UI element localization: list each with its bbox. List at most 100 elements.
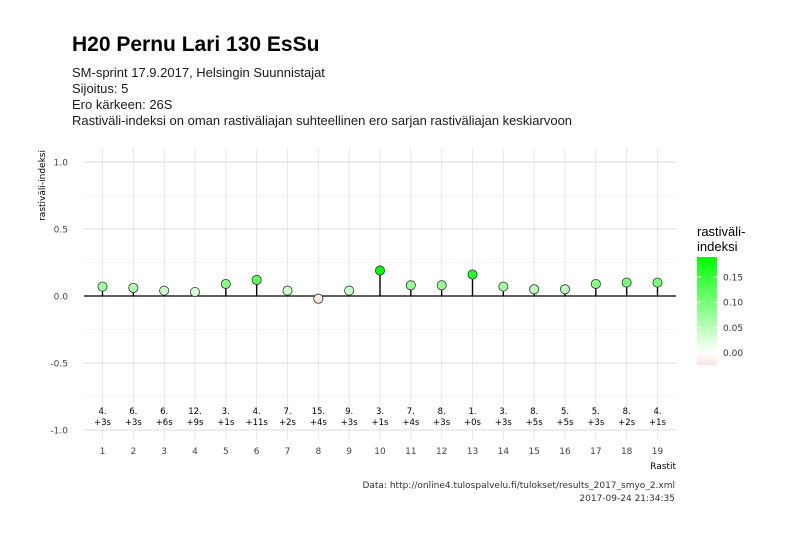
rank-label: 6. xyxy=(129,407,137,417)
x-tick-label: 3 xyxy=(161,447,167,457)
rank-label: 5. xyxy=(592,407,600,417)
x-tick-label: 6 xyxy=(254,447,260,457)
time-diff-label: +1s xyxy=(372,418,390,428)
data-point xyxy=(590,278,601,289)
rank-label: 8. xyxy=(438,407,446,417)
data-point xyxy=(498,281,509,292)
x-tick-label: 7 xyxy=(285,447,291,457)
x-tick-label: 8 xyxy=(315,447,321,457)
data-point xyxy=(344,285,355,296)
x-tick-label: 19 xyxy=(652,447,664,457)
rank-label: 4. xyxy=(253,407,261,417)
chart-title: H20 Pernu Lari 130 EsSu xyxy=(72,33,320,56)
data-point xyxy=(405,280,416,291)
time-diff-label: +3s xyxy=(587,418,605,428)
x-tick-label: 2 xyxy=(130,447,136,457)
rank-label: 12. xyxy=(188,407,202,417)
caption-timestamp: 2017-09-24 21:34:35 xyxy=(579,494,675,504)
rank-label: 3. xyxy=(499,407,507,417)
y-tick-label: -0.5 xyxy=(50,360,68,370)
data-point xyxy=(220,278,231,289)
time-diff-label: +4s xyxy=(402,418,420,428)
time-diff-label: +4s xyxy=(310,418,328,428)
rank-label: 4. xyxy=(653,407,661,417)
rank-label: 9. xyxy=(345,407,353,417)
time-diff-label: +9s xyxy=(187,418,205,428)
data-point xyxy=(282,285,293,296)
time-diff-label: +5s xyxy=(557,418,575,428)
legend-colorbar xyxy=(697,257,717,365)
rank-label: 8. xyxy=(530,407,538,417)
x-tick-label: 17 xyxy=(590,447,601,457)
data-point xyxy=(313,293,324,304)
rank-label: 6. xyxy=(160,407,168,417)
points xyxy=(97,265,663,304)
x-tick-label: 14 xyxy=(498,447,510,457)
x-tick-label: 9 xyxy=(346,447,352,457)
x-tick-label: 15 xyxy=(528,447,539,457)
data-point xyxy=(374,265,385,276)
rank-label: 1. xyxy=(468,407,476,417)
subtitle-line-1: SM-sprint 17.9.2017, Helsingin Suunnista… xyxy=(72,65,325,80)
data-point xyxy=(189,286,200,297)
time-diff-label: +2s xyxy=(279,418,297,428)
legend-tick-label: 0.10 xyxy=(723,299,743,309)
x-tick-label: 18 xyxy=(621,447,633,457)
y-tick-label: 0.0 xyxy=(54,293,69,303)
x-axis-title: Rastit xyxy=(650,462,676,472)
time-diff-label: +11s xyxy=(245,418,268,428)
time-diff-label: +5s xyxy=(526,418,544,428)
color-legend: 0.15 0.10 0.05 0.00 xyxy=(697,257,743,365)
data-point xyxy=(128,282,139,293)
caption-source: Data: http://online4.tulospalvelu.fi/tul… xyxy=(362,481,675,491)
x-tick-label: 10 xyxy=(374,447,386,457)
y-tick-label: -1.0 xyxy=(50,427,68,437)
rank-label: 7. xyxy=(283,407,291,417)
data-point xyxy=(560,284,571,295)
time-diff-label: +3s xyxy=(495,418,513,428)
x-tick-label: 11 xyxy=(405,447,416,457)
time-diff-label: +3s xyxy=(341,418,359,428)
time-diff-label: +3s xyxy=(94,418,112,428)
data-point xyxy=(467,269,478,280)
x-tick-label: 1 xyxy=(100,447,106,457)
rank-label: 7. xyxy=(407,407,415,417)
data-point xyxy=(251,274,262,285)
time-diff-label: +1s xyxy=(649,418,667,428)
rank-label: 5. xyxy=(561,407,569,417)
x-tick-label: 12 xyxy=(436,447,447,457)
legend-title: rastiväli- indeksi xyxy=(697,224,745,254)
legend-tick-label: 0.05 xyxy=(723,324,743,334)
legend-tick-label: 0.00 xyxy=(723,349,743,359)
time-diff-label: +2s xyxy=(618,418,636,428)
data-point xyxy=(159,285,170,296)
y-axis-title: rastiväli-indeksi xyxy=(38,150,48,221)
x-tick-label: 4 xyxy=(192,447,198,457)
rank-label: 8. xyxy=(623,407,631,417)
time-diff-label: +1s xyxy=(217,418,235,428)
subtitle-line-4: Rastiväli-indeksi on oman rastiväliajan … xyxy=(72,113,573,128)
annotations: 4.+3s6.+3s6.+6s12.+9s3.+1s4.+11s7.+2s15.… xyxy=(94,407,667,428)
time-diff-label: +3s xyxy=(125,418,143,428)
legend-title-line-1: rastiväli- xyxy=(697,224,746,239)
data-point xyxy=(97,281,108,292)
time-diff-label: +3s xyxy=(433,418,451,428)
y-tick-label: 1.0 xyxy=(54,159,69,169)
rank-label: 3. xyxy=(376,407,384,417)
rank-label: 4. xyxy=(98,407,106,417)
time-diff-label: +6s xyxy=(156,418,174,428)
rank-label: 3. xyxy=(222,407,230,417)
data-point xyxy=(436,280,447,291)
subtitle-line-3: Ero kärkeen: 26S xyxy=(72,97,173,112)
data-point xyxy=(652,277,663,288)
subtitle-line-2: Sijoitus: 5 xyxy=(72,81,129,96)
x-tick-label: 16 xyxy=(559,447,571,457)
y-tick-label: 0.5 xyxy=(54,226,68,236)
data-point xyxy=(621,277,632,288)
x-tick-label: 13 xyxy=(467,447,478,457)
time-diff-label: +0s xyxy=(464,418,482,428)
legend-tick-label: 0.15 xyxy=(723,274,743,284)
x-tick-label: 5 xyxy=(223,447,229,457)
rank-label: 15. xyxy=(312,407,326,417)
